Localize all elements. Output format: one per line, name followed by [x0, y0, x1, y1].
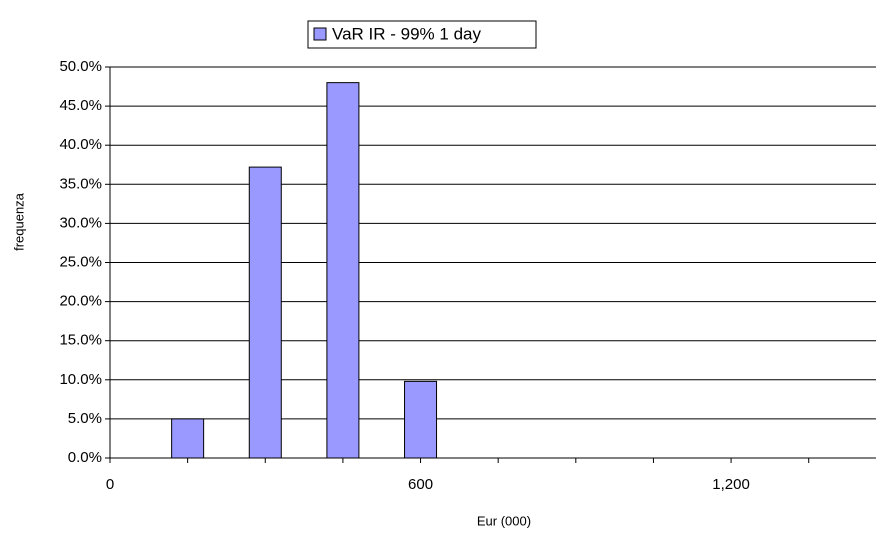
bar [171, 418, 205, 459]
x-tick-label: 0 [106, 476, 114, 493]
x-tick-label: 600 [408, 476, 433, 493]
y-tick-label: 35.0% [59, 175, 102, 192]
y-tick-label: 5.0% [68, 410, 102, 427]
x-tick-label: 1,200 [712, 476, 750, 493]
y-tick-label: 0.0% [68, 449, 102, 466]
y-tick-label: 15.0% [59, 332, 102, 349]
y-tick-label: 40.0% [59, 136, 102, 153]
y-axis-label: frequenza [11, 192, 26, 251]
legend-swatch [313, 27, 327, 41]
bar [248, 166, 282, 459]
bar [326, 82, 360, 459]
bar [404, 380, 438, 459]
y-tick-label: 30.0% [59, 214, 102, 231]
x-axis-label: Eur (000) [477, 513, 531, 528]
y-tick-label: 50.0% [59, 58, 102, 75]
legend-box [307, 20, 537, 49]
y-tick-label: 20.0% [59, 293, 102, 310]
y-tick-label: 25.0% [59, 253, 102, 270]
y-tick-label: 10.0% [59, 371, 102, 388]
y-tick-label: 45.0% [59, 97, 102, 114]
legend-label: VaR IR - 99% 1 day [332, 24, 481, 43]
